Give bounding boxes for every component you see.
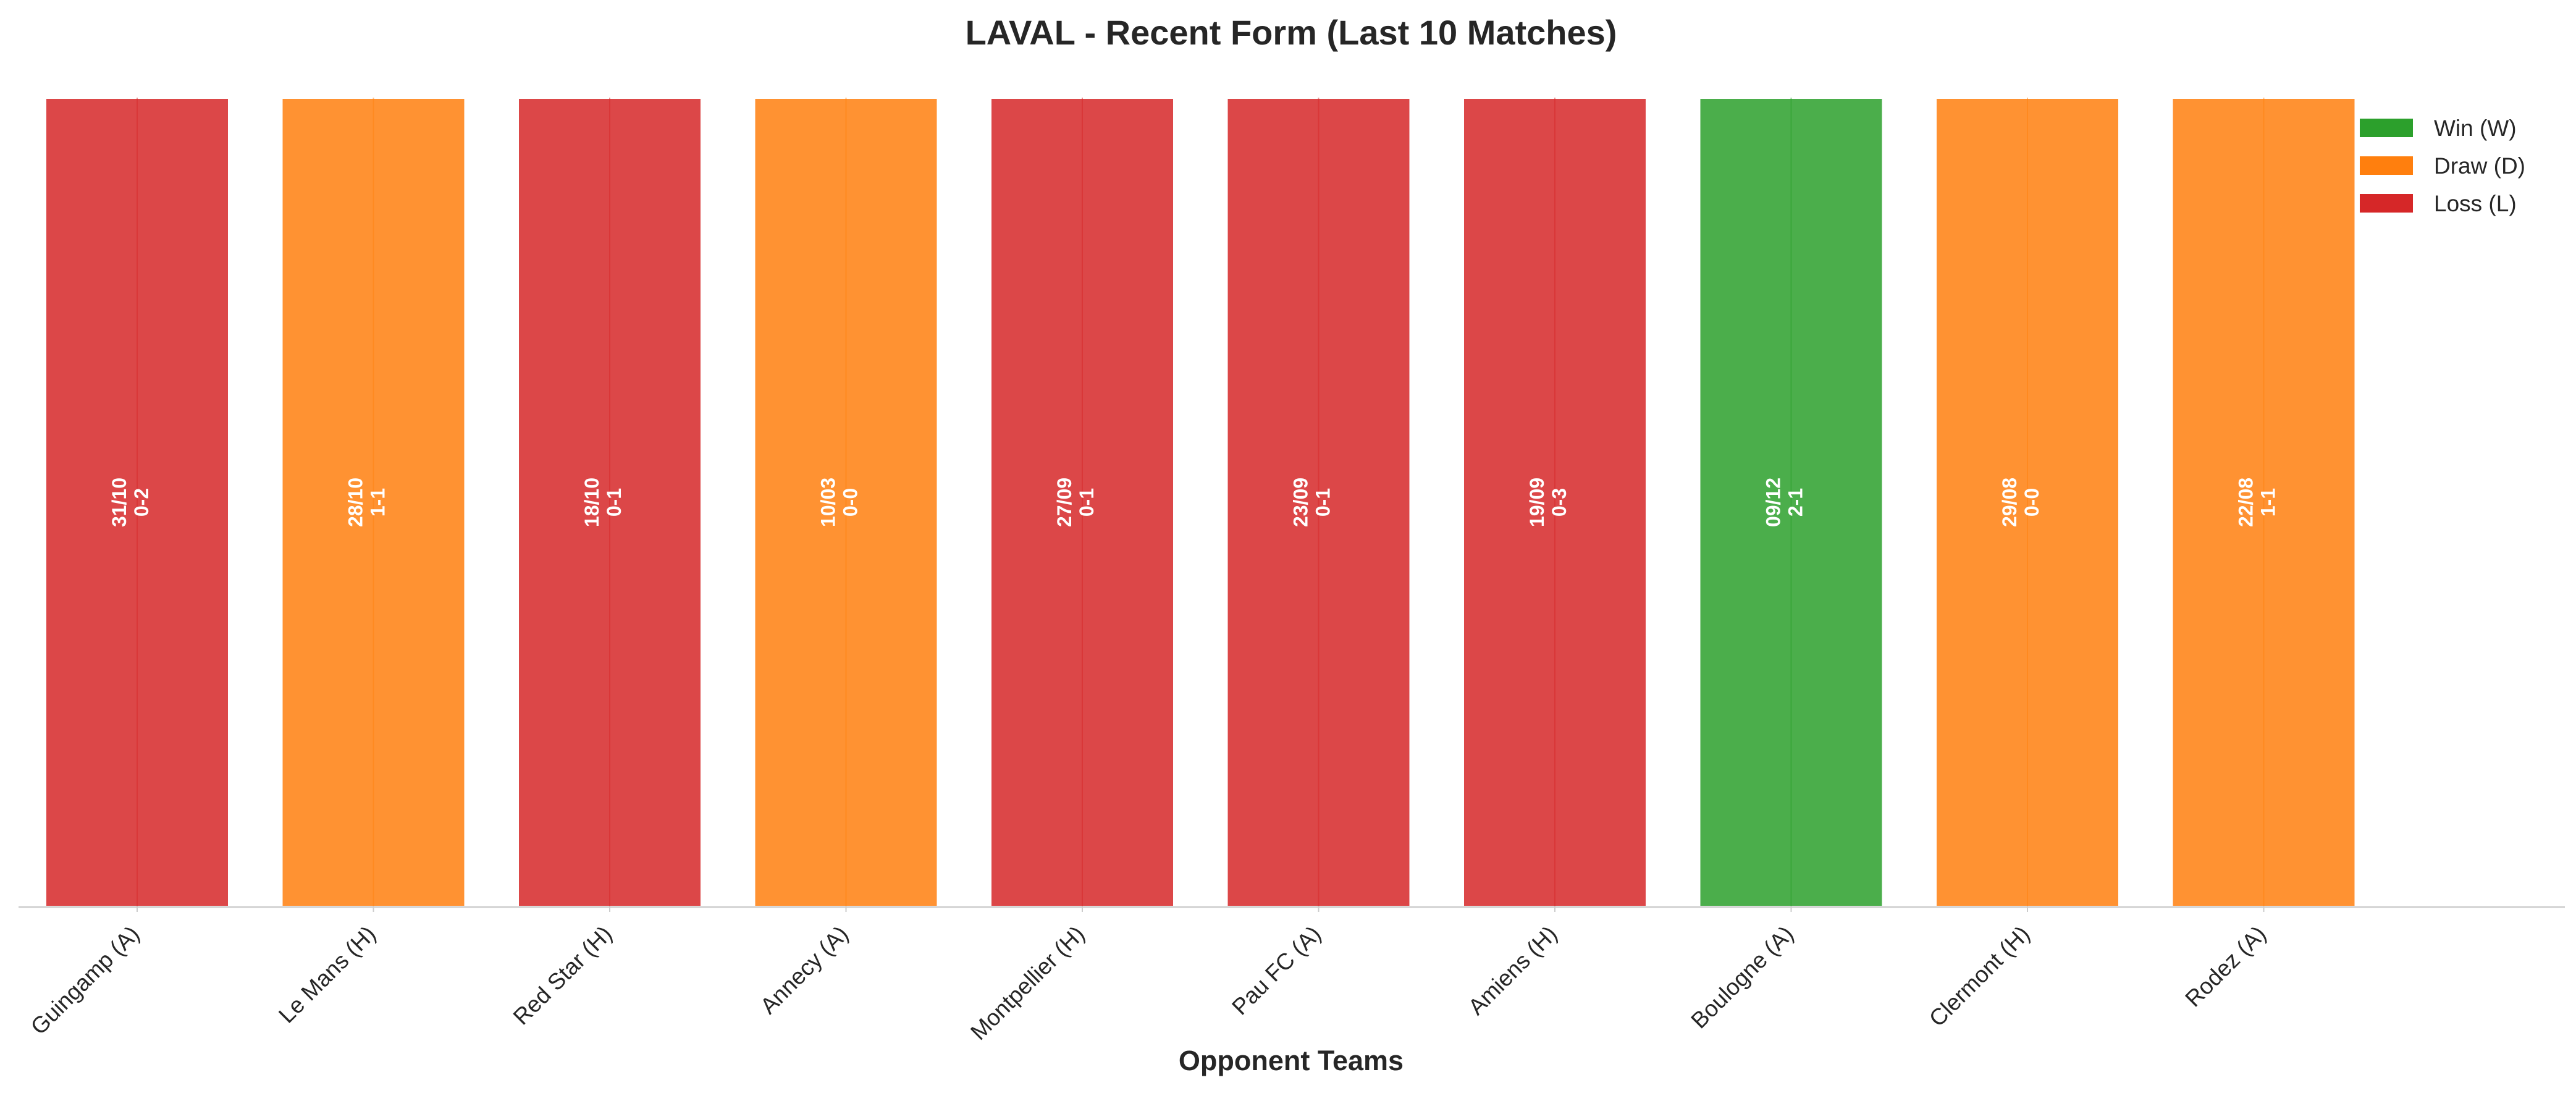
bar-group: 27/09 0-1 [989,96,1176,908]
x-tick-label: Amiens (H) [1463,921,1562,1020]
bar-date-label: 23/09 [1290,478,1312,527]
x-tick-label: Red Star (H) [508,921,617,1030]
legend-item: Win (W) [2360,116,2517,141]
legend: Win (W) Draw (D) Loss (L) [2360,116,2525,216]
bar-date-label: 09/12 [1762,478,1785,527]
x-tick-label: Le Mans (H) [274,921,381,1028]
bar-date-label: 18/10 [581,478,603,527]
bar-date-label: 19/09 [1526,478,1548,527]
bar-score-label: 1-1 [367,488,389,517]
bar-score-label: 0-0 [2021,488,2043,517]
bar-date-label: 28/10 [345,478,367,527]
bar-score-label: 0-3 [1548,488,1570,517]
chart-title: LAVAL - Recent Form (Last 10 Matches) [966,13,1617,52]
bar-score-label: 1-1 [2257,488,2279,517]
bar-date-label: 31/10 [108,478,130,527]
bar-group: 28/10 1-1 [280,96,467,908]
bar-score-label: 0-1 [1075,488,1098,517]
bar-score-label: 2-1 [1785,488,1807,517]
bar-group: 31/10 0-2 [44,96,230,908]
bar-group: 10/03 0-0 [752,96,940,908]
bar-group: 22/08 1-1 [2170,96,2357,908]
legend-label: Win (W) [2434,116,2517,141]
bar-score-label: 0-2 [130,488,153,517]
x-tick-label: Annecy (A) [756,921,853,1019]
bar-group: 19/09 0-3 [1462,96,1648,908]
x-axis-label: Opponent Teams [1179,1045,1404,1076]
x-tick-label: Pau FC (A) [1227,921,1326,1020]
bar-group: 29/08 0-0 [1934,96,2121,908]
legend-label: Draw (D) [2434,153,2525,179]
legend-item: Loss (L) [2360,191,2517,216]
bar-score-label: 0-1 [1312,488,1334,517]
bar-score-label: 0-0 [840,488,862,517]
legend-swatch [2360,194,2413,213]
plot-area: 31/10 0-2 28/10 1-1 18/10 0-1 10/03 0-0 27/09 0-1… [44,96,2357,908]
bar-group: 09/12 2-1 [1698,96,1885,908]
bar-date-label: 22/08 [2235,478,2257,527]
x-tick-label: Montpellier (H) [966,921,1090,1045]
bar-date-label: 27/09 [1053,478,1075,527]
bar-date-label: 29/08 [1998,478,2021,527]
bar-group: 23/09 0-1 [1225,96,1412,908]
bar-group: 18/10 0-1 [516,96,703,908]
legend-swatch [2360,156,2413,175]
x-tick-label: Rodez (A) [2180,921,2271,1012]
legend-swatch [2360,119,2413,137]
x-tick-label: Clermont (H) [1924,921,2035,1032]
x-tick-label: Guingamp (A) [26,921,145,1040]
x-tick-label: Boulogne (A) [1686,921,1798,1034]
legend-item: Draw (D) [2360,153,2525,179]
legend-label: Loss (L) [2434,191,2517,216]
x-tick-labels: Guingamp (A) Le Mans (H) Red Star (H) Annec… [26,907,2271,1045]
bar-date-label: 10/03 [817,478,840,527]
bar-score-label: 0-1 [603,488,625,517]
